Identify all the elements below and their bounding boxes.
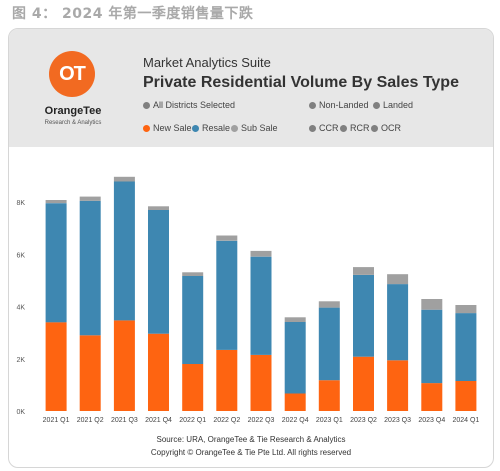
y-tick-label: 6K [16,252,25,259]
bar-sub-sale[interactable] [455,305,477,314]
filter-label: CCR [319,123,339,133]
x-tick-label: 2023 Q1 [316,417,343,424]
bar-resale[interactable] [148,209,169,334]
x-tick-label: 2021 Q3 [111,417,138,424]
bar-resale[interactable] [387,284,409,361]
filter-rcr[interactable]: RCR [340,123,370,133]
bar-resale[interactable] [79,200,101,336]
logo-mark: OT [59,63,86,85]
x-tick-label: 2021 Q4 [145,417,172,424]
filter-dot-icon [340,125,347,132]
figure-caption: 图 4： 2024 年第一季度销售量下跌 [12,6,254,22]
filter-dot-icon [373,102,380,109]
legend-dot-icon [231,125,238,132]
sales-volume-chart: 0K 2K 4K 6K 8K 2021 Q1 2021 Q2 2021 Q3 2021 Q4 20… [16,176,479,424]
bar-sub-sale[interactable] [216,235,238,241]
bar-sub-sale[interactable] [45,200,67,204]
x-tick-label: 2021 Q1 [43,417,70,424]
filter-dot-icon [143,102,150,109]
y-tick-label: 8K [16,200,25,207]
bar-resale[interactable] [113,181,135,321]
brand-subtitle: Research & Analytics [44,120,102,126]
filter-dot-icon [309,102,316,109]
bar-new-sale[interactable] [182,364,204,411]
x-tick-label: 2024 Q1 [452,417,479,424]
filter-non-landed[interactable]: Non-Landed [309,100,369,110]
y-tick-label: 0K [16,409,25,416]
report-panel: OT OrangeTee Research & Analytics Market… [8,28,494,468]
bar-new-sale[interactable] [216,349,238,411]
bar-resale[interactable] [250,256,272,355]
filter-all-districts[interactable]: All Districts Selected [143,100,235,110]
bar-sub-sale[interactable] [421,299,443,310]
filter-ccr[interactable]: CCR [309,123,339,133]
x-tick-label: 2023 Q4 [418,417,445,424]
legend-label: New Sale [153,123,192,133]
legend-label: Sub Sale [241,123,278,133]
x-tick-label: 2021 Q2 [77,417,104,424]
bar-new-sale[interactable] [113,320,135,411]
bar-new-sale[interactable] [148,333,169,411]
bar-new-sale[interactable] [387,360,409,411]
x-tick-label: 2022 Q3 [248,417,275,424]
bar-resale[interactable] [421,309,443,384]
bar-sub-sale[interactable] [284,317,306,322]
filter-label: Non-Landed [319,100,369,110]
bar-resale[interactable] [455,313,477,381]
filter-label: All Districts Selected [153,100,236,110]
filter-dot-icon [371,125,378,132]
filter-ocr[interactable]: OCR [371,123,401,133]
brand-name: OrangeTee [44,105,102,117]
orangetee-logo: OT [49,51,95,97]
legend-dot-icon [192,125,199,132]
y-tick-label: 2K [16,357,25,364]
bar-sub-sale[interactable] [318,301,340,308]
x-tick-label: 2023 Q3 [384,417,411,424]
bar-resale[interactable] [45,203,67,323]
bar-sub-sale[interactable] [387,274,409,285]
filter-dot-icon [309,125,316,132]
filter-label: RCR [350,123,370,133]
bar-new-sale[interactable] [421,383,443,411]
legend-new-sale[interactable]: New Sale [143,123,192,133]
x-tick-label: 2023 Q2 [350,417,377,424]
bar-new-sale[interactable] [45,322,67,411]
bar-resale[interactable] [318,307,340,381]
report-header: OT OrangeTee Research & Analytics Market… [9,29,493,147]
x-tick-label: 2022 Q1 [179,417,206,424]
bar-resale[interactable] [353,275,374,357]
bar-sub-sale[interactable] [250,250,272,257]
x-tick-label: 2022 Q4 [282,417,309,424]
legend-label: Resale [202,123,231,133]
legend-sub-sale[interactable]: Sub Sale [231,123,278,133]
bar-new-sale[interactable] [318,380,340,411]
bar-new-sale[interactable] [250,354,272,411]
bar-sub-sale[interactable] [113,176,135,182]
filter-landed[interactable]: Landed [373,100,413,110]
bar-resale[interactable] [182,276,204,364]
bar-sub-sale[interactable] [182,272,204,276]
report-title: Private Residential Volume By Sales Type [143,74,459,91]
bar-sub-sale[interactable] [148,206,169,210]
bar-sub-sale[interactable] [353,267,374,275]
bar-resale[interactable] [216,240,238,350]
filter-label: Landed [383,100,414,110]
bar-new-sale[interactable] [79,335,101,411]
suite-name: Market Analytics Suite [143,55,271,70]
bar-new-sale[interactable] [284,393,306,412]
filter-label: OCR [381,123,401,133]
legend-dot-icon [143,125,150,132]
source-note: Source: URA, OrangeTee & Tie Research & … [156,435,346,444]
bar-resale[interactable] [284,322,306,394]
bar-new-sale[interactable] [353,356,374,411]
x-tick-label: 2022 Q2 [213,417,240,424]
bar-new-sale[interactable] [455,381,477,411]
legend-resale[interactable]: Resale [192,123,230,133]
bar-sub-sale[interactable] [79,196,101,201]
y-tick-label: 4K [16,305,25,312]
copyright-note: Copyright © OrangeTee & Tie Pte Ltd. All… [150,448,352,457]
